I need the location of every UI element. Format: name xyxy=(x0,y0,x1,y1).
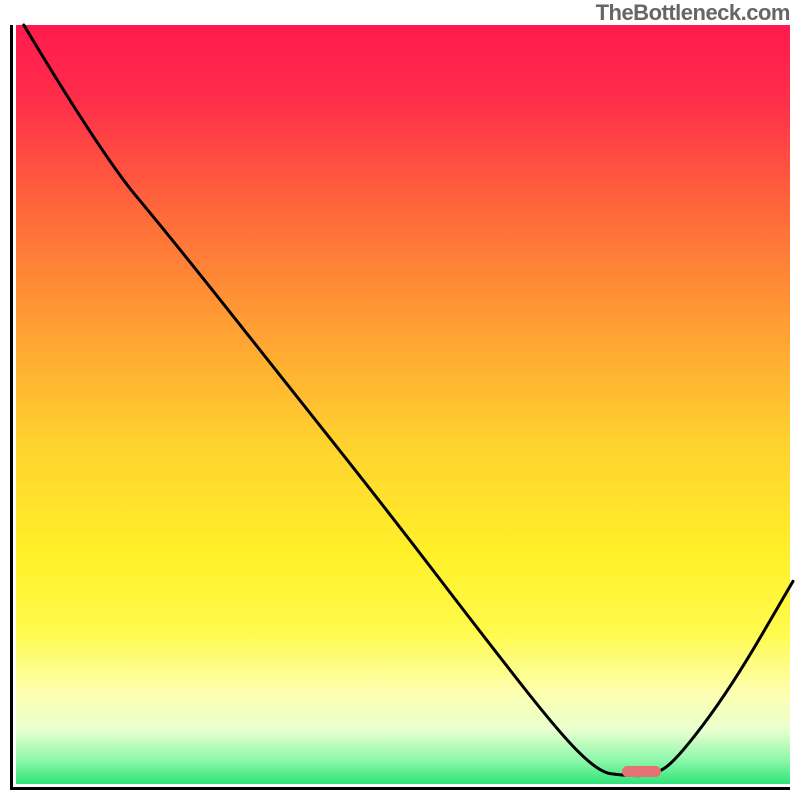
attribution-text: TheBottleneck.com xyxy=(596,0,790,26)
bottleneck-curve xyxy=(16,25,793,787)
chart-container: TheBottleneck.com xyxy=(0,0,800,800)
optimal-range-marker xyxy=(622,766,661,777)
plot-area xyxy=(10,25,790,790)
